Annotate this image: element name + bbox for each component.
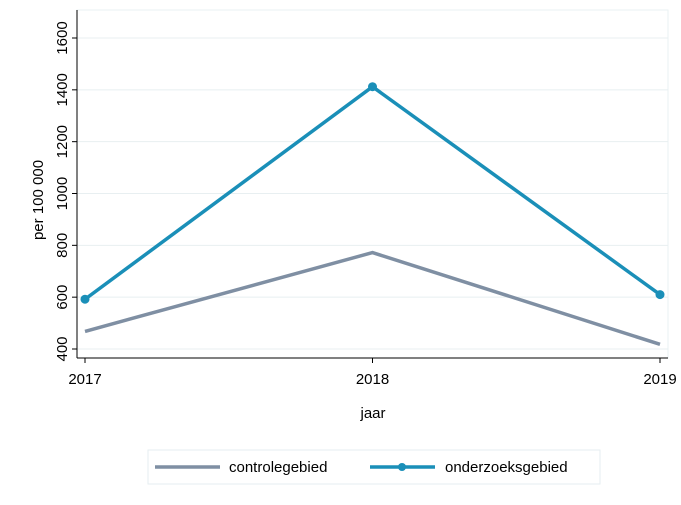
data-point-onderzoeksgebied xyxy=(655,290,665,300)
series-line-controlegebied xyxy=(84,250,661,347)
x-tick-label: 2018 xyxy=(356,371,389,388)
y-tick-label: 1200 xyxy=(54,125,71,158)
y-tick-label: 600 xyxy=(54,285,71,310)
y-tick-label: 400 xyxy=(54,336,71,361)
x-tick-label: 2019 xyxy=(643,371,676,388)
legend: controlegebied onderzoeksgebied xyxy=(147,449,601,485)
gridlines xyxy=(77,37,668,350)
data-point-onderzoeksgebied xyxy=(368,82,377,92)
y-tick-label: 1000 xyxy=(54,177,71,210)
y-tick-label: 1600 xyxy=(54,21,71,54)
x-tick-label: 2017 xyxy=(68,371,101,388)
series-layer xyxy=(80,82,665,347)
legend-marker-onderzoeksgebied xyxy=(398,463,406,471)
y-axis-label: per 100 000 xyxy=(30,160,47,240)
y-tick-label: 1400 xyxy=(54,73,71,106)
legend-label-onderzoeksgebied: onderzoeksgebied xyxy=(445,459,568,476)
y-tick-label: 800 xyxy=(54,233,71,258)
axes: 400 600 800 1000 1200 1400 1600 2017 2018 2019 xyxy=(54,10,677,388)
x-axis-label: jaar xyxy=(359,405,385,422)
legend-label-controlegebied: controlegebied xyxy=(229,459,327,476)
data-point-onderzoeksgebied xyxy=(80,294,90,304)
